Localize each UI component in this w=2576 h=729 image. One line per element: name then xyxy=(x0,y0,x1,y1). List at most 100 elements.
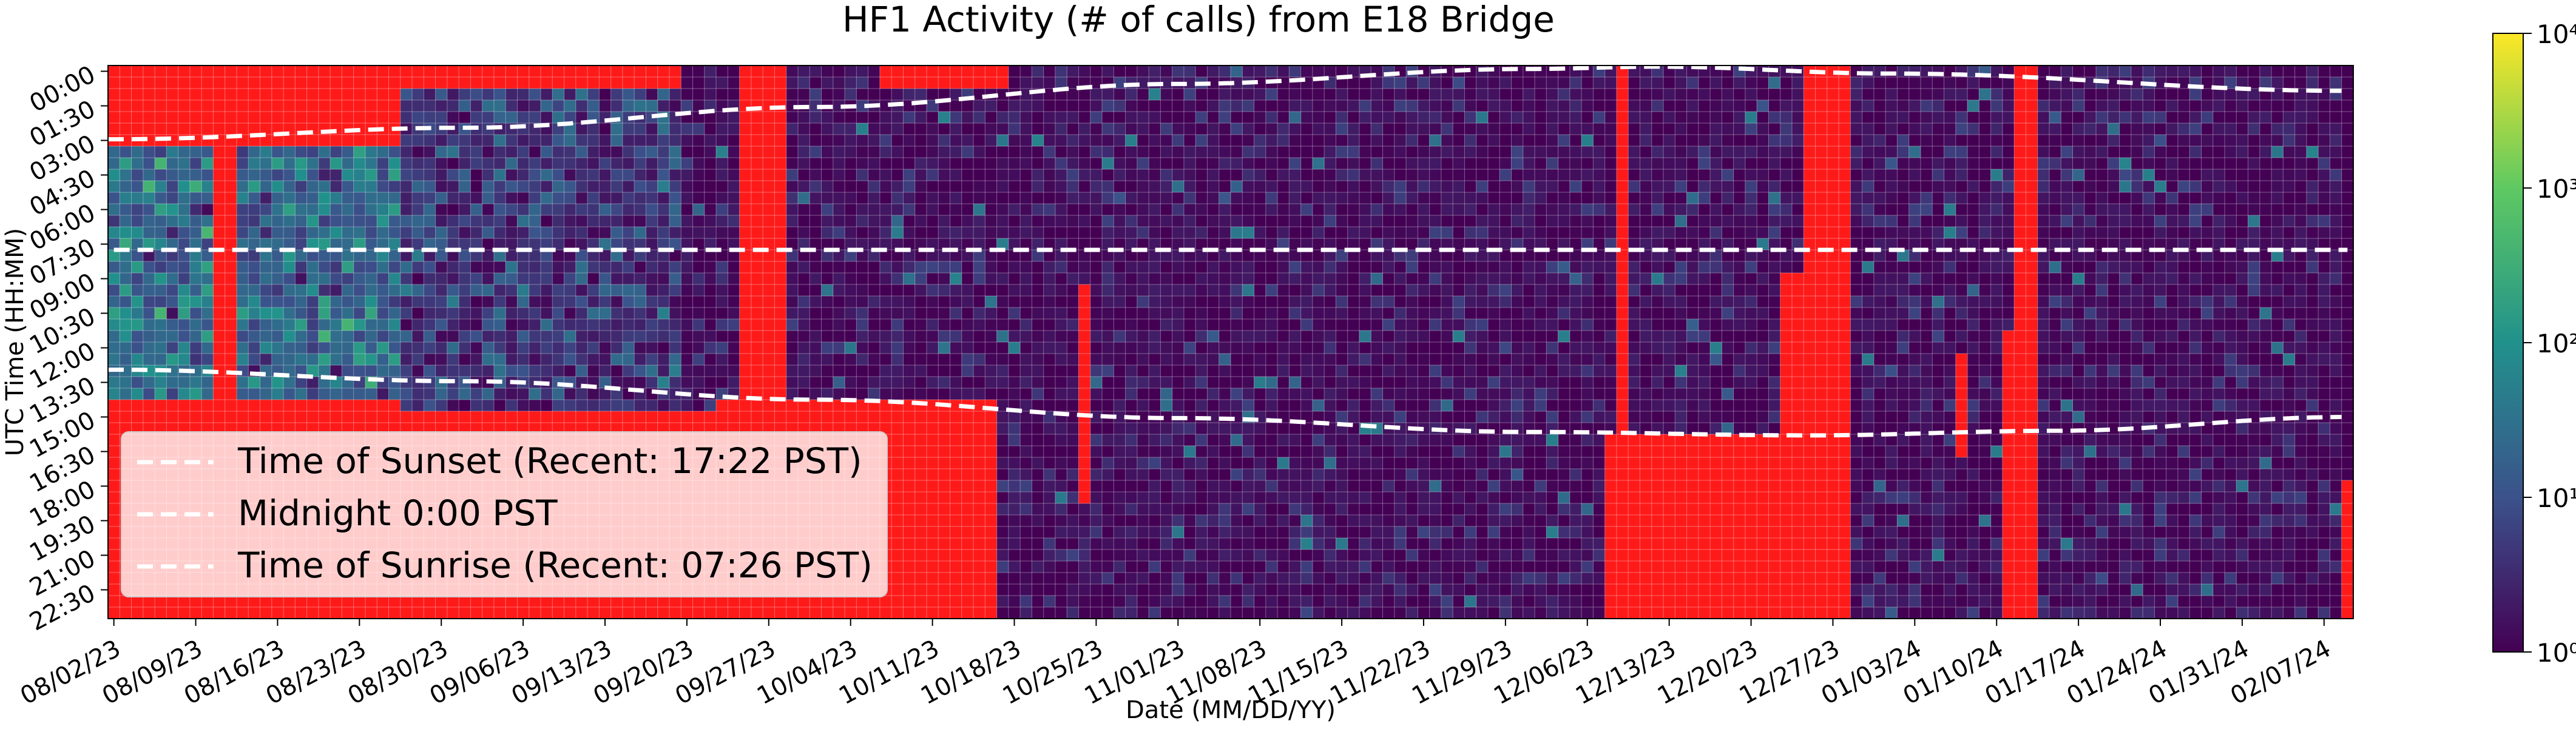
heatmap-cell xyxy=(482,342,495,354)
heatmap-cell xyxy=(833,377,845,389)
heatmap-cell xyxy=(552,342,564,354)
heatmap-cell xyxy=(1125,354,1138,366)
heatmap-cell xyxy=(681,192,693,204)
heatmap-cell xyxy=(728,284,740,297)
heatmap-cell xyxy=(1160,480,1173,492)
heatmap-cell xyxy=(973,388,985,400)
heatmap-cell xyxy=(120,250,132,262)
heatmap-cell xyxy=(1265,296,1278,308)
heatmap-cell xyxy=(482,261,495,274)
heatmap-cell xyxy=(1277,238,1290,250)
heatmap-cell xyxy=(1149,89,1161,101)
heatmap-cell xyxy=(1242,584,1254,596)
heatmap-cell xyxy=(868,307,881,320)
heatmap-cell xyxy=(1277,250,1290,262)
heatmap-cell xyxy=(1008,296,1021,308)
heatmap-cell xyxy=(529,296,541,308)
heatmap-cell xyxy=(120,377,132,389)
heatmap-cell xyxy=(108,169,120,181)
heatmap-cell xyxy=(283,354,296,366)
heatmap-cell xyxy=(1090,66,1103,78)
heatmap-cell xyxy=(1207,492,1220,504)
heatmap-cell xyxy=(728,377,740,389)
heatmap-cell xyxy=(1207,584,1220,596)
heatmap-cell xyxy=(143,331,155,343)
heatmap-cell xyxy=(634,296,646,308)
heatmap-cell xyxy=(1090,584,1103,596)
heatmap-cell xyxy=(575,100,588,112)
heatmap-cell xyxy=(1265,284,1278,297)
heatmap-cell xyxy=(1067,192,1079,204)
heatmap-cell xyxy=(856,261,868,274)
heatmap-cell xyxy=(891,146,904,158)
heatmap-cell xyxy=(1114,480,1126,492)
heatmap-cell xyxy=(1032,354,1044,366)
heatmap-cell xyxy=(1172,400,1185,412)
heatmap-cell xyxy=(1242,342,1254,354)
heatmap-cell xyxy=(692,204,705,216)
heatmap-cell xyxy=(1265,169,1278,181)
heatmap-cell xyxy=(1067,538,1079,550)
heatmap-cell xyxy=(1254,192,1266,204)
heatmap-cell xyxy=(1242,365,1254,377)
heatmap-cell xyxy=(821,112,834,124)
heatmap-cell xyxy=(833,77,845,89)
heatmap-cell xyxy=(435,296,448,308)
heatmap-cell xyxy=(1289,607,1302,619)
heatmap-cell xyxy=(1254,515,1266,527)
heatmap-cell xyxy=(610,89,623,101)
heatmap-cell xyxy=(1195,123,1208,135)
heatmap-cell xyxy=(493,192,506,204)
heatmap-cell xyxy=(318,354,331,366)
heatmap-cell xyxy=(1137,377,1149,389)
heatmap-cell xyxy=(1032,331,1044,343)
heatmap-cell xyxy=(166,273,179,285)
heatmap-cell xyxy=(973,112,985,124)
heatmap-cell xyxy=(166,388,179,400)
heatmap-cell xyxy=(1067,215,1079,227)
heatmap-cell xyxy=(248,215,260,227)
heatmap-cell xyxy=(810,284,822,297)
heatmap-cell xyxy=(342,365,354,377)
heatmap-cell xyxy=(646,238,658,250)
heatmap-cell xyxy=(236,261,249,274)
heatmap-cell xyxy=(505,284,518,297)
heatmap-cell xyxy=(1125,480,1138,492)
heatmap-cell xyxy=(1055,469,1067,481)
heatmap-cell xyxy=(1055,388,1067,400)
heatmap-cell xyxy=(1300,400,1313,412)
heatmap-cell xyxy=(541,331,553,343)
heatmap-cell xyxy=(1090,112,1103,124)
heatmap-cell xyxy=(459,365,471,377)
heatmap-cell xyxy=(1242,123,1254,135)
heatmap-cell xyxy=(1289,342,1302,354)
heatmap-cell xyxy=(1207,480,1220,492)
heatmap-cell xyxy=(622,100,635,112)
heatmap-cell xyxy=(189,158,202,170)
heatmap-cell xyxy=(856,158,868,170)
heatmap-cell xyxy=(1254,549,1266,562)
heatmap-cell xyxy=(1137,526,1149,539)
heatmap-cell xyxy=(879,388,892,400)
heatmap-cell xyxy=(810,181,822,193)
heatmap-cell xyxy=(271,181,284,193)
heatmap-cell xyxy=(482,388,495,400)
heatmap-cell xyxy=(1207,112,1220,124)
heatmap-cell xyxy=(587,342,600,354)
heatmap-cell xyxy=(868,66,881,78)
heatmap-cell xyxy=(1102,469,1114,481)
heatmap-cell xyxy=(295,284,307,297)
heatmap-cell xyxy=(657,331,670,343)
heatmap-cell xyxy=(938,146,950,158)
heatmap-cell xyxy=(1195,561,1208,573)
heatmap-cell xyxy=(120,331,132,343)
heatmap-cell xyxy=(1043,354,1056,366)
heatmap-cell xyxy=(342,204,354,216)
heatmap-cell xyxy=(1277,204,1290,216)
heatmap-cell xyxy=(1277,365,1290,377)
heatmap-cell xyxy=(1102,526,1114,539)
heatmap-cell xyxy=(1160,354,1173,366)
heatmap-cell xyxy=(1067,469,1079,481)
heatmap-cell xyxy=(950,227,962,239)
heatmap-cell xyxy=(505,135,518,147)
